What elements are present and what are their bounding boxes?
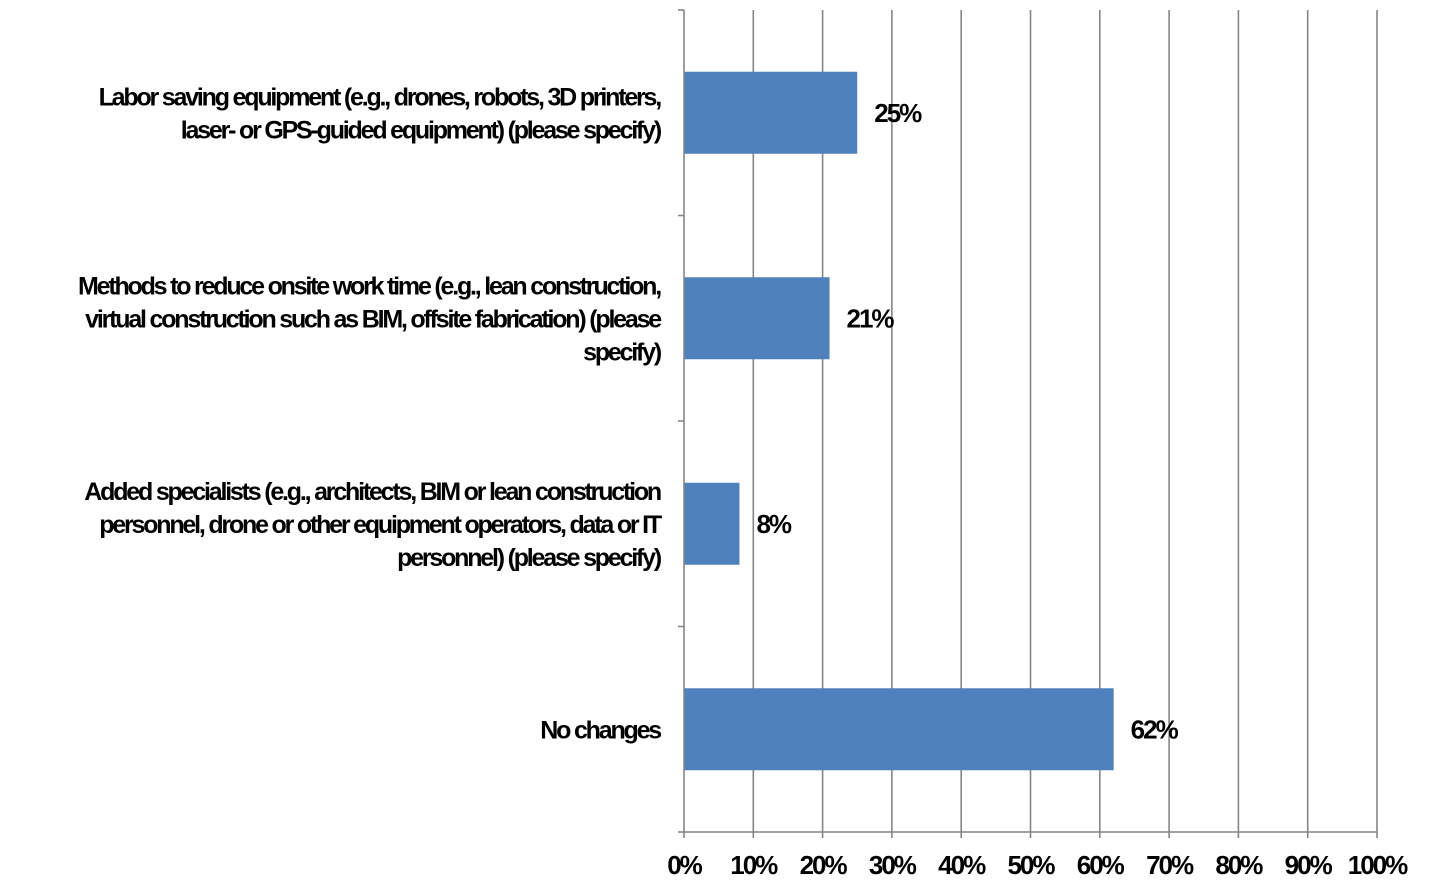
category-label: Added specialists (e.g., architects, BIM… [84,478,662,572]
x-tick-label: 40% [938,850,986,880]
x-tick-label: 70% [1146,850,1194,880]
category-label-line: personnel, drone or other equipment oper… [99,511,662,539]
category-label: No changes [540,716,661,744]
category-labels: Labor saving equipment (e.g., drones, ro… [78,83,664,744]
x-tick-label: 100% [1348,850,1408,880]
x-tick-label: 50% [1007,850,1055,880]
bar [684,482,740,565]
x-tick-label: 30% [869,850,917,880]
data-label: 8% [756,509,791,539]
x-tick-label: 80% [1215,850,1263,880]
axes [678,9,1378,838]
data-labels: 25% 21% 8% 62% [756,98,1180,745]
category-label-line: Added specialists (e.g., architects, BIM… [84,478,661,506]
bar [684,277,830,360]
category-label-line: laser- or GPS-guided equipment) (please … [181,116,662,144]
category-label-line: specify) [583,338,662,366]
data-label: 21% [847,303,895,333]
x-tick-label: 60% [1077,850,1125,880]
x-tick-label: 10% [730,850,778,880]
category-label-line: virtual construction such as BIM, offsit… [85,305,662,333]
category-label: Methods to reduce onsite work time (e.g.… [78,272,662,366]
category-label-line: personnel) (please specify) [397,544,662,572]
category-label-line: No changes [540,716,661,744]
category-label: Labor saving equipment (e.g., drones, ro… [99,83,662,144]
category-label-line: Methods to reduce onsite work time (e.g.… [78,272,661,300]
x-tick-label: 90% [1285,850,1333,880]
data-label: 25% [874,98,922,128]
bar [684,71,858,154]
x-tick-labels: 0% 10% 20% 30% 40% 50% 60% 70% 80% 90% 100% [667,850,1410,880]
data-label: 62% [1131,714,1179,744]
bar [684,688,1114,771]
bars [684,71,1114,771]
x-tick-label: 20% [800,850,848,880]
x-tick-label: 0% [667,850,702,880]
category-label-line: Labor saving equipment (e.g., drones, ro… [99,83,662,111]
